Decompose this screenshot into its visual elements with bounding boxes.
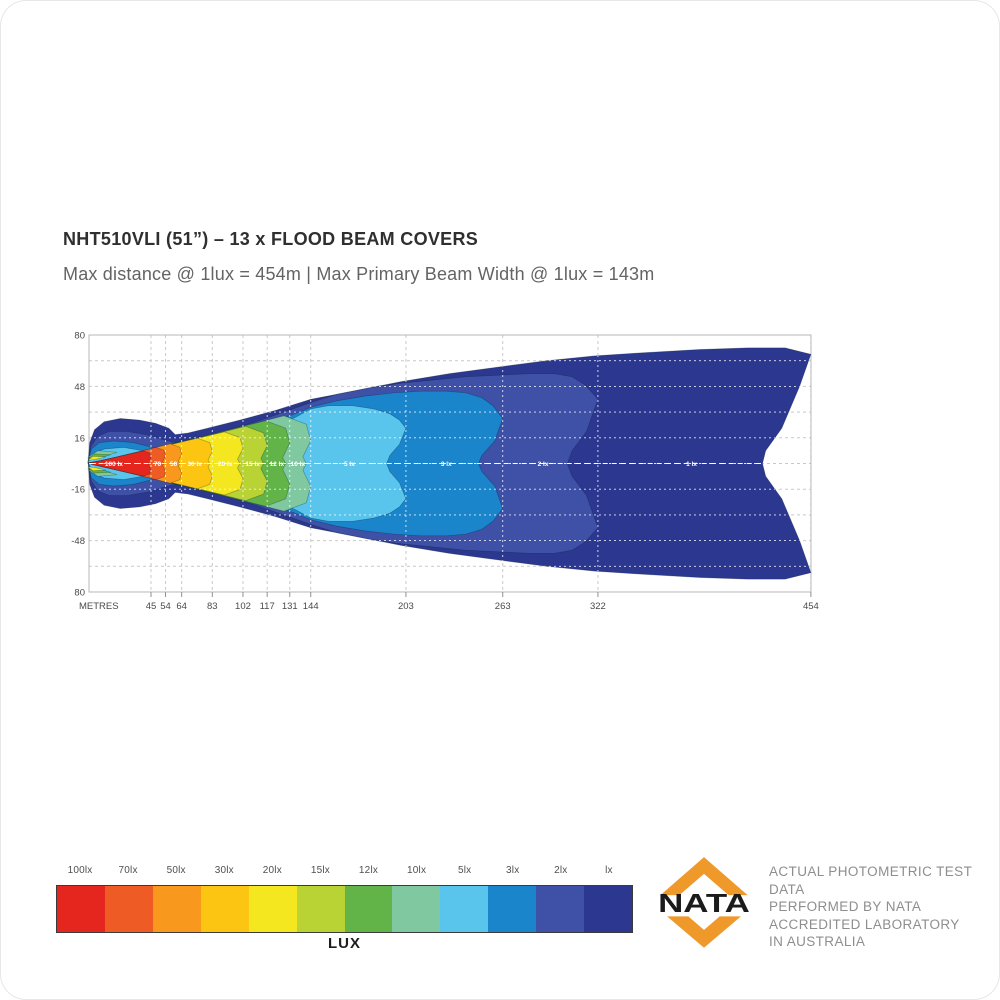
x-axis-tick-label: 454 xyxy=(803,601,819,612)
legend-item-label: 15lx xyxy=(310,865,330,876)
legend-item-label: 20lx xyxy=(262,865,282,876)
contour-label-70lx: 70 xyxy=(154,461,162,468)
contour-label-50lx: 50 xyxy=(170,461,178,468)
near-field-patch xyxy=(87,466,106,472)
legend: 100lx 70lx 50lx 30lx 20lx 15lx 12lx 10lx 5lx 3lx 2… xyxy=(56,865,633,933)
x-axis-tick-label: 83 xyxy=(207,601,218,612)
legend-swatch xyxy=(57,886,105,932)
x-axis-tick-label: 263 xyxy=(495,601,511,612)
page-title: NHT510VLI (51”) – 13 x FLOOD BEAM COVERS xyxy=(63,229,479,249)
x-axis-tick-label: 102 xyxy=(235,601,251,612)
legend-swatch xyxy=(248,886,297,932)
y-axis-tick-label: 80 xyxy=(74,587,85,598)
y-axis-tick-label: -16 xyxy=(71,485,85,496)
x-axis-tick-label: 54 xyxy=(160,601,171,612)
legend-item-label: 50lx xyxy=(166,865,186,876)
x-axis-tick-label: 45 xyxy=(146,601,157,612)
axes: 80 48 16 -16 -48 80 45 54 64 83 102 117 131 144 203 263… xyxy=(71,331,819,612)
nata-chevron-up-icon xyxy=(660,857,748,896)
legend-item-label: 12lx xyxy=(358,865,379,876)
legend-item-label: 3lx xyxy=(506,865,520,876)
x-axis-unit-label: METRES xyxy=(79,601,119,612)
x-axis-tick-label: 131 xyxy=(282,601,298,612)
nata-text-line-4: IN AUSTRALIA xyxy=(769,934,866,949)
legend-swatch xyxy=(152,886,201,932)
nata-text-line-3: ACCREDITED LABORATORY xyxy=(769,916,960,932)
contour-label-2lx: 2 lx xyxy=(538,461,549,468)
legend-swatch xyxy=(344,886,393,932)
contour-label-5lx: 5 lx xyxy=(344,461,355,468)
contour-label-12lx: 12 lx xyxy=(270,461,285,468)
legend-item-label: 30lx xyxy=(214,865,234,876)
legend-swatch xyxy=(200,886,249,932)
legend-item-label: 100lx xyxy=(67,865,93,876)
near-field-patch xyxy=(87,455,106,461)
legend-item-label: 10lx xyxy=(407,865,427,876)
x-axis-tick-label: 144 xyxy=(303,601,319,612)
contour-label-10lx: 10 lx xyxy=(291,461,306,468)
page-subtitle: Max distance @ 1lux = 454m | Max Primary… xyxy=(63,264,655,284)
nata-logo-text: NATA xyxy=(658,890,750,918)
contour-label-15lx: 15 lx xyxy=(245,461,260,468)
legend-color-bar xyxy=(56,885,633,933)
nata-text-line-2: PERFORMED BY NATA xyxy=(769,899,922,914)
y-axis-tick-label: 16 xyxy=(74,433,85,444)
legend-swatch xyxy=(536,886,585,932)
x-axis-tick-label: 64 xyxy=(176,601,187,612)
contour-label-30lx: 30 lx xyxy=(187,461,202,468)
x-axis-tick-label: 117 xyxy=(260,601,275,612)
x-axis-tick-label: 203 xyxy=(398,601,414,612)
legend-swatch xyxy=(584,886,633,932)
legend-swatch xyxy=(296,886,345,932)
contour-label-20lx: 20 lx xyxy=(218,461,233,468)
legend-item-label: lx xyxy=(605,865,613,876)
nata-logo: NATA xyxy=(658,857,750,948)
legend-item-label: 5lx xyxy=(457,865,472,876)
nata-accreditation-text: ACTUAL PHOTOMETRIC TEST DATA PERFORMED B… xyxy=(769,863,999,951)
legend-title: LUX xyxy=(328,935,361,952)
legend-label-row: 100lx 70lx 50lx 30lx 20lx 15lx 12lx 10lx 5lx 3lx 2… xyxy=(56,865,633,881)
nata-chevron-down-icon xyxy=(667,916,741,948)
contour-label-3lx: 3 lx xyxy=(441,461,452,468)
x-axis-tick-label: 322 xyxy=(590,601,606,612)
legend-item-label: 2lx xyxy=(554,865,568,876)
y-axis-tick-label: -48 xyxy=(71,536,85,547)
contour-labels: 100 lx 70 50 30 lx 20 lx 15 lx 12 lx 10 lx 5 lx 3… xyxy=(105,461,697,468)
legend-swatch xyxy=(440,886,489,932)
legend-item-label: 70lx xyxy=(118,865,138,876)
legend-swatch xyxy=(392,886,441,932)
y-axis-tick-label: 80 xyxy=(74,331,85,342)
nata-text-line-1: ACTUAL PHOTOMETRIC TEST DATA xyxy=(769,864,972,897)
contour-label-100lx: 100 lx xyxy=(105,461,123,468)
legend-swatch xyxy=(104,886,153,932)
contour-label-1lx: 1 lx xyxy=(686,461,697,468)
legend-swatch xyxy=(488,886,537,932)
y-axis-tick-label: 48 xyxy=(74,382,85,393)
